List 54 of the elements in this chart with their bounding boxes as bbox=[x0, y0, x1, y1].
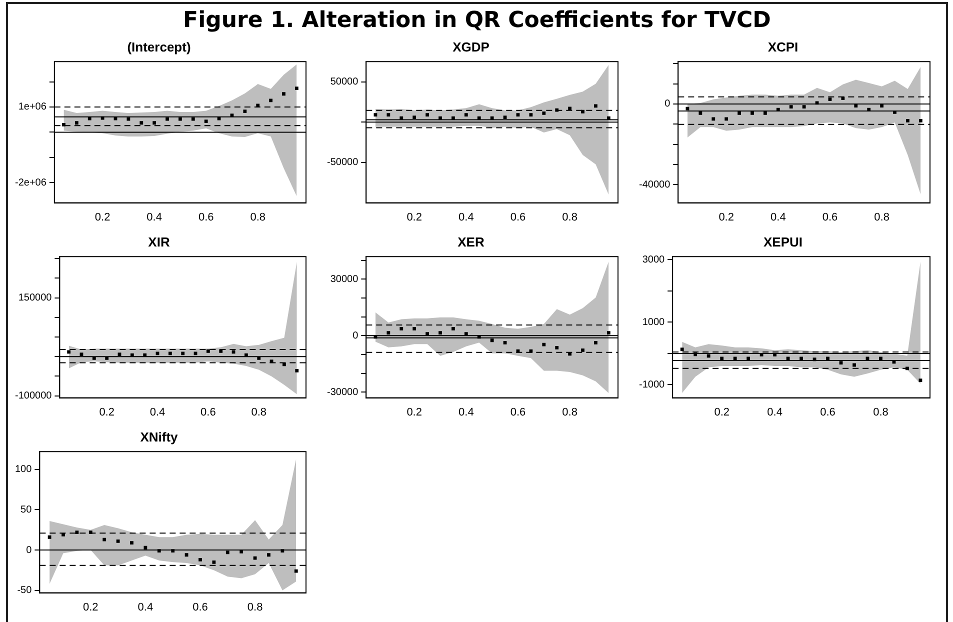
chart-title: XEPUI bbox=[763, 234, 803, 250]
x-tick-label: 0.8 bbox=[873, 406, 888, 418]
x-tick-label: 0.4 bbox=[146, 211, 162, 224]
x-tick-label: 0.6 bbox=[510, 406, 526, 418]
chart-title: XNifty bbox=[140, 429, 179, 444]
y-tick-label: 0 bbox=[26, 544, 32, 556]
x-tick-label: 0.8 bbox=[250, 211, 266, 224]
y-tick-label: -100000 bbox=[14, 390, 52, 402]
chart-title: XIR bbox=[148, 234, 170, 250]
y-tick-label: 0 bbox=[352, 330, 359, 342]
y-tick-label: -2e+06 bbox=[14, 177, 47, 188]
x-tick-label: 0.2 bbox=[406, 406, 422, 418]
x-tick-label: 0.2 bbox=[94, 211, 110, 224]
x-tick-label: 0.6 bbox=[198, 211, 214, 224]
y-tick-label: -30000 bbox=[326, 386, 359, 398]
y-tick-label: 150000 bbox=[18, 292, 52, 304]
y-tick-label: 50000 bbox=[330, 76, 359, 88]
y-tick-label: -50 bbox=[17, 585, 32, 596]
chart-title: XCPI bbox=[768, 39, 798, 54]
x-tick-label: 0.4 bbox=[150, 406, 166, 418]
x-tick-label: 0.2 bbox=[406, 211, 422, 224]
x-tick-label: 0.8 bbox=[874, 211, 890, 224]
chart-title: XER bbox=[458, 234, 485, 250]
y-tick-label: 1e+06 bbox=[18, 102, 47, 113]
x-tick-label: 0.6 bbox=[822, 211, 838, 224]
x-tick-label: 0.4 bbox=[770, 211, 786, 224]
x-tick-label: 0.4 bbox=[138, 601, 154, 614]
x-tick-label: 0.8 bbox=[562, 406, 578, 418]
x-tick-label: 0.8 bbox=[247, 601, 263, 614]
y-tick-label: 0 bbox=[664, 98, 671, 110]
y-tick-label: 50 bbox=[20, 504, 32, 516]
x-tick-label: 0.8 bbox=[251, 406, 267, 418]
y-tick-label: 100 bbox=[14, 464, 32, 476]
y-tick-label: 3000 bbox=[642, 254, 666, 266]
x-tick-label: 0.6 bbox=[510, 211, 526, 224]
y-tick-label: -40000 bbox=[638, 179, 671, 190]
x-tick-label: 0.6 bbox=[192, 601, 208, 614]
x-tick-label: 0.2 bbox=[99, 406, 114, 418]
x-tick-label: 0.6 bbox=[820, 406, 836, 418]
x-tick-label: 0.4 bbox=[458, 211, 474, 224]
x-tick-label: 0.2 bbox=[714, 406, 730, 418]
caption: Figure 1. Alteration in QR Coefficients for TVCD bbox=[182, 8, 772, 35]
y-tick-label: -50000 bbox=[326, 157, 359, 168]
chart-title: (Intercept) bbox=[127, 39, 191, 54]
x-tick-label: 0.2 bbox=[718, 211, 734, 224]
x-tick-label: 0.8 bbox=[562, 211, 578, 224]
y-tick-label: -1000 bbox=[639, 379, 666, 390]
x-tick-label: 0.4 bbox=[767, 406, 782, 418]
x-tick-label: 0.6 bbox=[200, 406, 216, 418]
y-tick-label: 30000 bbox=[330, 274, 359, 285]
x-tick-label: 0.2 bbox=[83, 601, 98, 614]
x-tick-label: 0.4 bbox=[458, 406, 474, 418]
chart-title: XGDP bbox=[452, 39, 490, 54]
y-tick-label: 1000 bbox=[642, 316, 666, 328]
